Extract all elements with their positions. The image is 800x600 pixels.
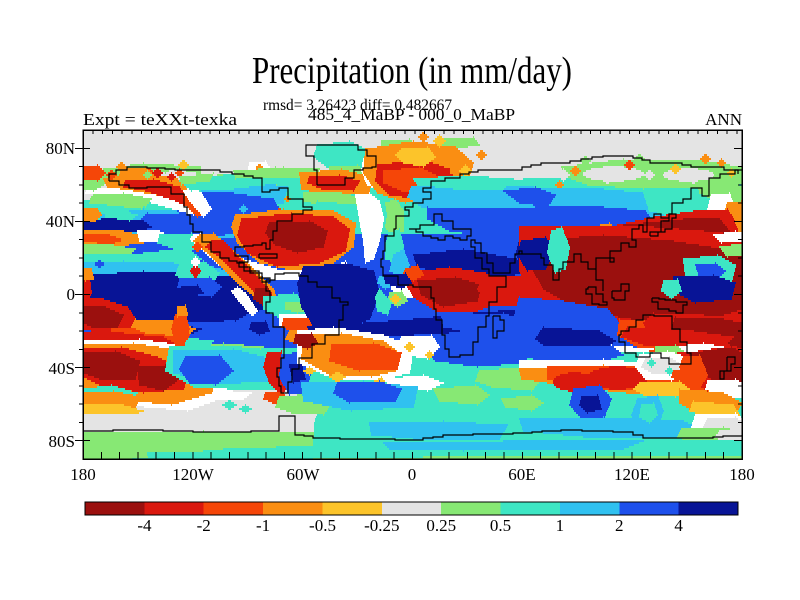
svg-text:Precipitation (in mm/day): Precipitation (in mm/day) — [252, 50, 572, 92]
svg-text:-1: -1 — [256, 516, 270, 535]
svg-text:0.5: 0.5 — [490, 516, 511, 535]
svg-text:4: 4 — [674, 516, 683, 535]
svg-text:2: 2 — [615, 516, 624, 535]
svg-text:60E: 60E — [508, 465, 535, 484]
svg-text:180: 180 — [729, 465, 755, 484]
svg-text:40N: 40N — [46, 212, 75, 231]
svg-text:0: 0 — [67, 285, 76, 304]
svg-text:40S: 40S — [49, 359, 75, 378]
svg-text:Expt = teXXt-texka: Expt = teXXt-texka — [83, 110, 238, 129]
svg-text:80N: 80N — [46, 139, 75, 158]
svg-text:-4: -4 — [137, 516, 152, 535]
svg-text:120W: 120W — [172, 465, 215, 484]
svg-text:80S: 80S — [49, 432, 75, 451]
svg-text:0: 0 — [408, 465, 417, 484]
svg-text:1: 1 — [556, 516, 565, 535]
svg-text:-2: -2 — [197, 516, 211, 535]
svg-text:rmsd= 3.26423 diff= 0.482667: rmsd= 3.26423 diff= 0.482667 — [263, 97, 452, 114]
svg-text:120E: 120E — [614, 465, 650, 484]
svg-text:485_4_MaBP - 000_0_MaBP: 485_4_MaBP - 000_0_MaBP — [308, 105, 515, 124]
svg-text:ANN: ANN — [705, 110, 742, 129]
svg-text:0.25: 0.25 — [426, 516, 456, 535]
svg-text:-0.25: -0.25 — [364, 516, 399, 535]
svg-text:-0.5: -0.5 — [309, 516, 336, 535]
svg-text:60W: 60W — [286, 465, 320, 484]
svg-text:180: 180 — [70, 465, 96, 484]
